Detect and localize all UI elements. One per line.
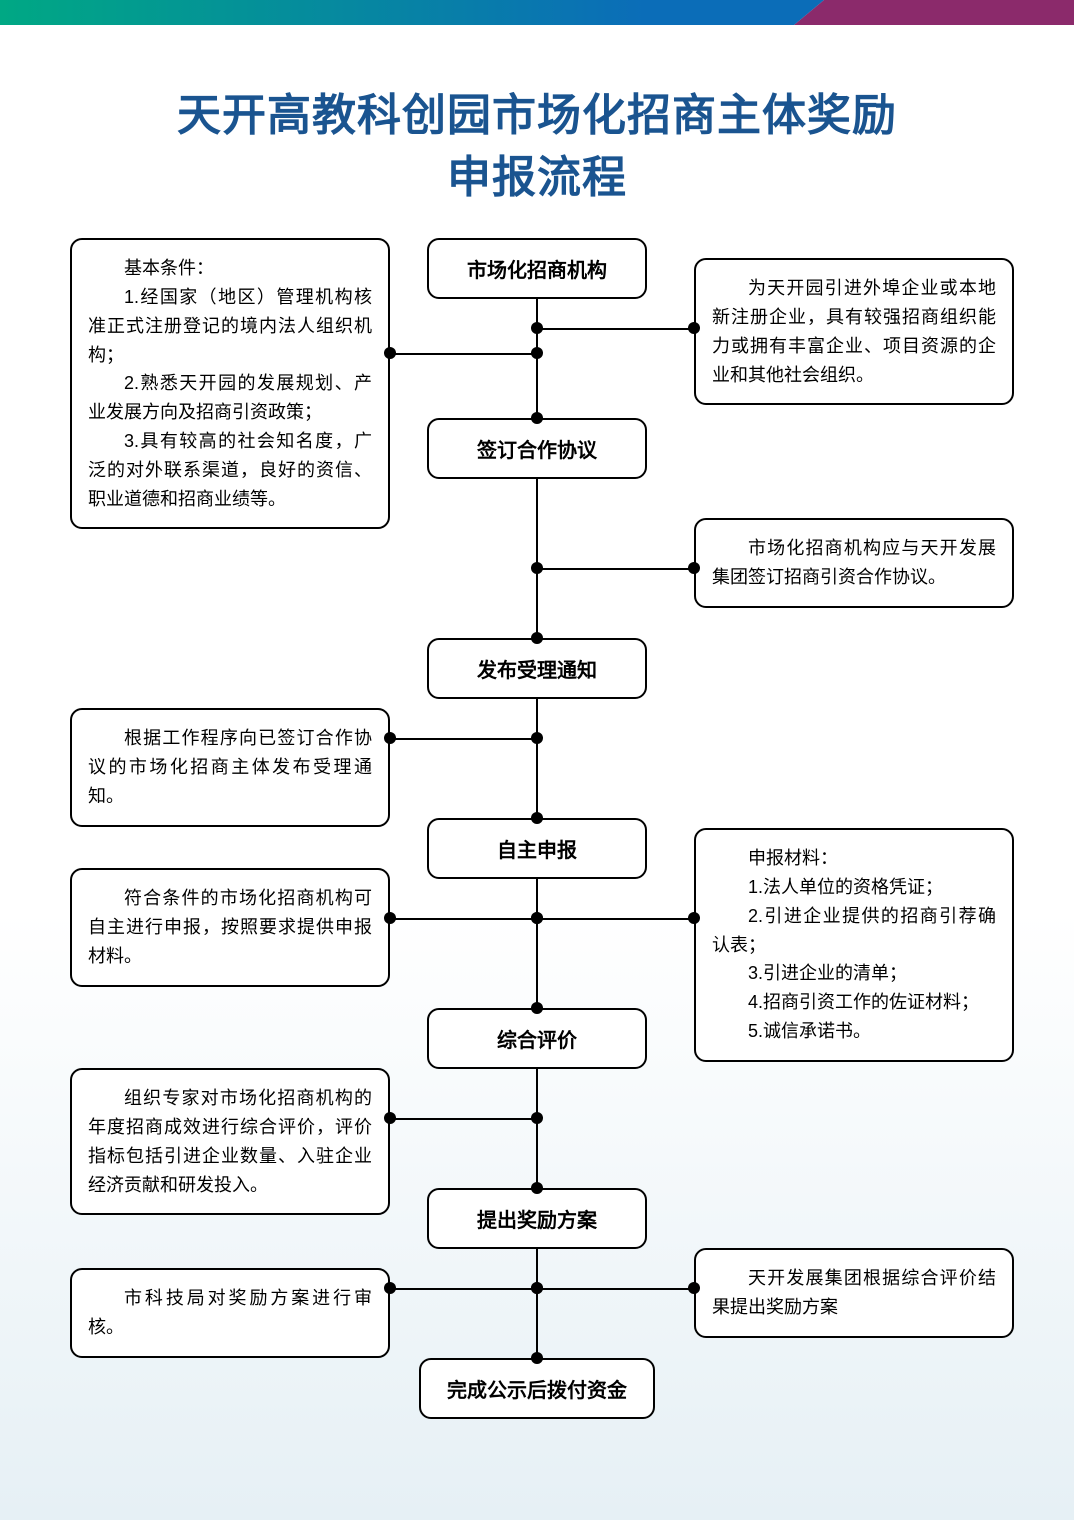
info-box-6: 申报材料：1.法人单位的资格凭证；2.引进企业提供的招商引荐确认表；3.引进企业… [694, 828, 1014, 1062]
info-line: 3.引进企业的清单； [712, 959, 996, 988]
connector-dot [531, 322, 543, 334]
info-line: 1.经国家（地区）管理机构核准正式注册登记的境内法人组织机构； [88, 283, 372, 369]
info-box-5: 符合条件的市场化招商机构可自主进行申报，按照要求提供申报材料。 [70, 868, 390, 986]
info-line: 组织专家对市场化招商机构的年度招商成效进行综合评价，评价指标包括引进企业数量、入… [88, 1084, 372, 1199]
flow-dot [531, 1352, 543, 1364]
connector-dot-end [384, 347, 396, 359]
flow-node-5: 综合评价 [427, 1008, 647, 1069]
flow-node-7: 完成公示后拨付资金 [419, 1358, 655, 1419]
connector-dot [531, 732, 543, 744]
connector-dot-end [688, 562, 700, 574]
connector-dot [531, 1282, 543, 1294]
info-header: 基本条件： [88, 254, 372, 283]
connector-dot-end [384, 1112, 396, 1124]
connector-line [390, 918, 537, 920]
info-box-3: 市场化招商机构应与天开发展集团签订招商引资合作协议。 [694, 518, 1014, 608]
connector-dot-end [688, 1282, 700, 1294]
connector-line [390, 353, 537, 355]
info-line: 为天开园引进外埠企业或本地新注册企业，具有较强招商组织能力或拥有丰富企业、项目资… [712, 274, 996, 389]
info-header: 申报材料： [712, 844, 996, 873]
info-box-1: 基本条件：1.经国家（地区）管理机构核准正式注册登记的境内法人组织机构；2.熟悉… [70, 238, 390, 529]
flow-node-2: 签订合作协议 [427, 418, 647, 479]
info-line: 天开发展集团根据综合评价结果提出奖励方案 [712, 1264, 996, 1322]
flow-dot [531, 1002, 543, 1014]
info-line: 1.法人单位的资格凭证； [712, 873, 996, 902]
connector-dot-end [384, 732, 396, 744]
connector-dot [531, 562, 543, 574]
connector-dot-end [688, 912, 700, 924]
connector-dot [531, 1112, 543, 1124]
connector-line [537, 568, 694, 570]
flow-node-4: 自主申报 [427, 818, 647, 879]
connector-dot-end [384, 1282, 396, 1294]
connector-line [390, 738, 537, 740]
flow-dot [531, 812, 543, 824]
connector-dot-end [688, 322, 700, 334]
info-box-4: 根据工作程序向已签订合作协议的市场化招商主体发布受理通知。 [70, 708, 390, 826]
flow-node-6: 提出奖励方案 [427, 1188, 647, 1249]
connector-dot [531, 912, 543, 924]
connector-dot [531, 347, 543, 359]
flow-node-3: 发布受理通知 [427, 638, 647, 699]
info-line: 2.引进企业提供的招商引荐确认表； [712, 902, 996, 960]
info-line: 4.招商引资工作的佐证材料； [712, 988, 996, 1017]
info-line: 2.熟悉天开园的发展规划、产业发展方向及招商引资政策； [88, 369, 372, 427]
title-line-2: 申报流程 [0, 147, 1074, 209]
connector-line [537, 918, 694, 920]
top-accent-bar [0, 0, 1074, 25]
connector-dot-end [384, 912, 396, 924]
title-line-1: 天开高教科创园市场化招商主体奖励 [0, 85, 1074, 147]
info-box-2: 为天开园引进外埠企业或本地新注册企业，具有较强招商组织能力或拥有丰富企业、项目资… [694, 258, 1014, 405]
connector-line [537, 328, 694, 330]
connector-line [390, 1118, 537, 1120]
connector-line [390, 1288, 537, 1290]
flow-dot [531, 1182, 543, 1194]
flow-node-1: 市场化招商机构 [427, 238, 647, 299]
info-line: 市场化招商机构应与天开发展集团签订招商引资合作协议。 [712, 534, 996, 592]
info-line: 符合条件的市场化招商机构可自主进行申报，按照要求提供申报材料。 [88, 884, 372, 970]
info-line: 3.具有较高的社会知名度，广泛的对外联系渠道，良好的资信、职业道德和招商业绩等。 [88, 427, 372, 513]
flow-dot [531, 412, 543, 424]
info-box-8: 天开发展集团根据综合评价结果提出奖励方案 [694, 1248, 1014, 1338]
info-box-7: 组织专家对市场化招商机构的年度招商成效进行综合评价，评价指标包括引进企业数量、入… [70, 1068, 390, 1215]
flow-dot [531, 632, 543, 644]
connector-line [537, 1288, 694, 1290]
page-title: 天开高教科创园市场化招商主体奖励 申报流程 [0, 85, 1074, 208]
flowchart-canvas: 市场化招商机构签订合作协议发布受理通知自主申报综合评价提出奖励方案完成公示后拨付… [0, 238, 1074, 1518]
info-line: 根据工作程序向已签订合作协议的市场化招商主体发布受理通知。 [88, 724, 372, 810]
top-corner-accent [794, 0, 1074, 25]
info-line: 5.诚信承诺书。 [712, 1017, 996, 1046]
info-line: 市科技局对奖励方案进行审核。 [88, 1284, 372, 1342]
info-box-9: 市科技局对奖励方案进行审核。 [70, 1268, 390, 1358]
